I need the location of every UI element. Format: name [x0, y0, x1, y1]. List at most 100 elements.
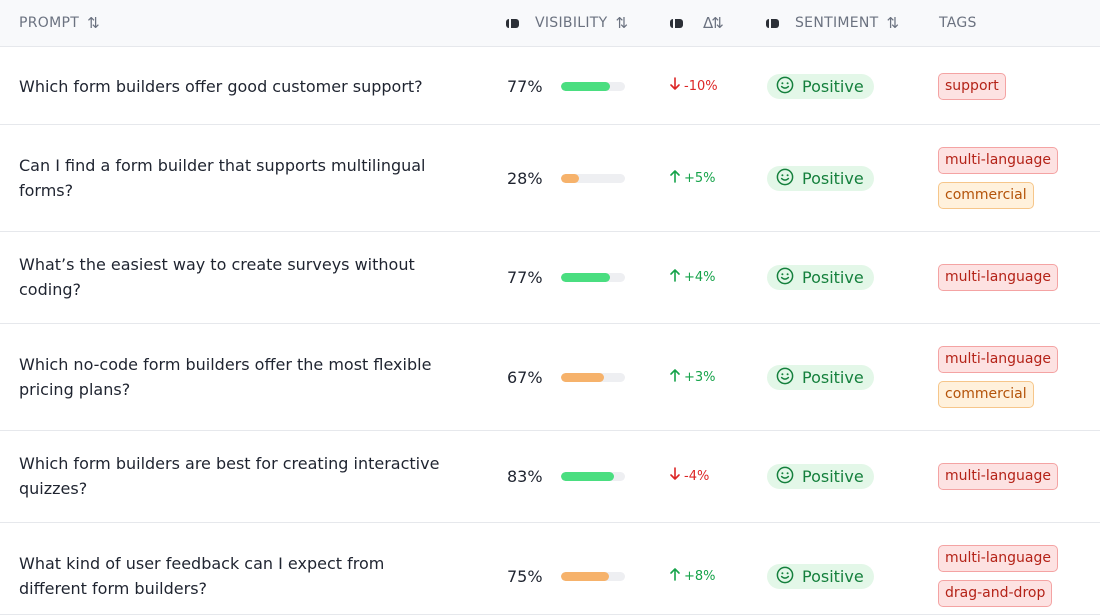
visibility-bar: [561, 81, 625, 91]
visibility-cell: 83%: [507, 466, 625, 486]
visibility-bar: [561, 173, 625, 183]
visibility-cell: 77%: [507, 76, 625, 96]
tags-cell: multi-language drag-and-drop: [938, 545, 1059, 607]
arrow-up-icon: [669, 567, 681, 585]
visibility-column-header[interactable]: VISIBILITY ⇅: [506, 0, 629, 46]
tags-cell: support: [938, 73, 1006, 100]
delta-cell: +3%: [669, 368, 716, 386]
visibility-bar: [561, 272, 625, 282]
tags-column-header: TAGS: [939, 0, 977, 46]
sentiment-label: Positive: [802, 368, 864, 387]
delta-sort-icon[interactable]: Δ⇅: [703, 14, 724, 32]
delta-cell: +4%: [669, 268, 716, 286]
smile-icon: [776, 267, 794, 289]
delta-value: +8%: [684, 568, 716, 584]
prompt-text[interactable]: Which form builders are best for creatin…: [19, 454, 440, 498]
visibility-bar-fill: [561, 571, 609, 581]
tags-cell: multi-language: [938, 463, 1059, 490]
arrow-up-icon: [669, 368, 681, 386]
tag[interactable]: multi-language: [938, 545, 1059, 572]
delta-value: +4%: [684, 269, 716, 285]
tags-cell: multi-language commercial: [938, 346, 1059, 408]
sentiment-header-label: SENTIMENT: [795, 15, 879, 31]
smile-icon: [776, 367, 794, 389]
visibility-bar-fill: [561, 372, 604, 382]
sentiment-label: Positive: [802, 268, 864, 287]
sentiment-label: Positive: [802, 169, 864, 188]
sentiment-column-header[interactable]: SENTIMENT ⇅: [766, 0, 900, 46]
tag[interactable]: commercial: [938, 182, 1034, 209]
table-header: PROMPT ⇅ VISIBILITY ⇅ Δ⇅ SENTIMENT ⇅ TAG…: [0, 0, 1100, 47]
visibility-cell: 28%: [507, 168, 625, 188]
arrow-down-icon: [669, 77, 681, 95]
table-row[interactable]: What kind of user feedback can I expect …: [0, 523, 1100, 615]
tag[interactable]: commercial: [938, 381, 1034, 408]
tag[interactable]: multi-language: [938, 147, 1059, 174]
visibility-bar-fill: [561, 471, 614, 481]
prompt-text[interactable]: Can I find a form builder that supports …: [19, 156, 426, 200]
sentiment-badge: Positive: [767, 564, 874, 589]
table-row[interactable]: Which form builders are best for creatin…: [0, 431, 1100, 523]
prompt-header-label: PROMPT: [19, 15, 80, 31]
visibility-bar: [561, 471, 625, 481]
model-icon: [506, 18, 519, 28]
tag[interactable]: multi-language: [938, 346, 1059, 373]
tag[interactable]: support: [938, 73, 1006, 100]
delta-value: +3%: [684, 369, 716, 385]
visibility-percent: 83%: [507, 466, 543, 486]
sort-icon[interactable]: ⇅: [87, 14, 100, 32]
delta-value: -4%: [684, 468, 710, 484]
prompt-column-header[interactable]: PROMPT ⇅: [19, 0, 100, 46]
sentiment-badge: Positive: [767, 166, 874, 191]
sentiment-badge: Positive: [767, 74, 874, 99]
arrow-up-icon: [669, 169, 681, 187]
visibility-percent: 77%: [507, 267, 543, 287]
sentiment-badge: Positive: [767, 265, 874, 290]
smile-icon: [776, 76, 794, 98]
delta-cell: +5%: [669, 169, 716, 187]
tags-cell: multi-language commercial: [938, 147, 1059, 209]
smile-icon: [776, 466, 794, 488]
visibility-bar-fill: [561, 272, 610, 282]
smile-icon: [776, 566, 794, 588]
visibility-cell: 67%: [507, 367, 625, 387]
delta-cell: -4%: [669, 467, 709, 485]
visibility-bar: [561, 571, 625, 581]
delta-cell: +8%: [669, 567, 716, 585]
visibility-bar-fill: [561, 173, 579, 183]
sort-icon[interactable]: ⇅: [886, 14, 900, 32]
tag[interactable]: multi-language: [938, 463, 1059, 490]
tags-cell: multi-language: [938, 264, 1059, 291]
visibility-percent: 28%: [507, 168, 543, 188]
visibility-percent: 75%: [507, 566, 543, 586]
model-icon: [670, 18, 683, 28]
arrow-down-icon: [669, 467, 681, 485]
visibility-percent: 67%: [507, 367, 543, 387]
table-row[interactable]: Which no-code form builders offer the mo…: [0, 324, 1100, 431]
visibility-cell: 77%: [507, 267, 625, 287]
tags-header-label: TAGS: [939, 15, 977, 31]
sentiment-label: Positive: [802, 567, 864, 586]
prompt-text[interactable]: What kind of user feedback can I expect …: [19, 554, 385, 598]
table-row[interactable]: Can I find a form builder that supports …: [0, 125, 1100, 232]
table-row[interactable]: Which form builders offer good customer …: [0, 47, 1100, 125]
model-icon: [766, 18, 779, 28]
prompt-text[interactable]: Which no-code form builders offer the mo…: [19, 355, 432, 399]
arrow-up-icon: [669, 268, 681, 286]
delta-value: +5%: [684, 170, 716, 186]
sentiment-badge: Positive: [767, 464, 874, 489]
delta-column-header[interactable]: Δ⇅: [670, 0, 724, 46]
delta-value: -10%: [684, 78, 718, 94]
prompt-text[interactable]: Which form builders offer good customer …: [19, 76, 423, 96]
visibility-percent: 77%: [507, 76, 543, 96]
table-row[interactable]: What’s the easiest way to create surveys…: [0, 232, 1100, 324]
tag[interactable]: multi-language: [938, 264, 1059, 291]
visibility-bar-fill: [561, 81, 610, 91]
sort-icon[interactable]: ⇅: [615, 14, 629, 32]
visibility-cell: 75%: [507, 566, 625, 586]
tag[interactable]: drag-and-drop: [938, 580, 1053, 607]
prompt-text[interactable]: What’s the easiest way to create surveys…: [19, 255, 415, 299]
delta-cell: -10%: [669, 77, 718, 95]
sentiment-label: Positive: [802, 467, 864, 486]
